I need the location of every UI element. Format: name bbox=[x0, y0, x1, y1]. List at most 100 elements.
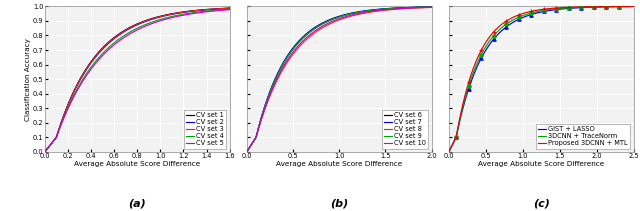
CV set 2 bbox=[125, 28, 132, 30]
Line: CV set 6: CV set 6 bbox=[247, 7, 431, 152]
CV set 7 bbox=[291, 45, 298, 47]
CV set 9 bbox=[291, 46, 298, 49]
CV set 3 bbox=[88, 59, 96, 62]
CV set 7 bbox=[243, 151, 251, 153]
3DCNN + TraceNorm bbox=[554, 7, 561, 10]
CV set 5 bbox=[180, 14, 188, 16]
CV set 5 bbox=[226, 8, 234, 11]
Text: (c): (c) bbox=[532, 199, 550, 208]
CV set 1 bbox=[180, 11, 188, 13]
Proposed 3DCNN + MTL bbox=[445, 151, 452, 153]
Proposed 3DCNN + MTL bbox=[568, 6, 576, 8]
CV set 6 bbox=[382, 8, 390, 10]
CV set 3 bbox=[41, 151, 49, 153]
CV set 9 bbox=[382, 8, 390, 10]
Legend: CV set 6, CV set 7, CV set 8, CV set 9, CV set 10: CV set 6, CV set 7, CV set 8, CV set 9, … bbox=[381, 110, 428, 149]
CV set 5 bbox=[88, 66, 96, 69]
CV set 8 bbox=[428, 6, 435, 9]
X-axis label: Average Absolute Score Difference: Average Absolute Score Difference bbox=[478, 161, 604, 167]
Line: CV set 1: CV set 1 bbox=[45, 8, 230, 152]
3DCNN + TraceNorm bbox=[584, 6, 592, 8]
CV set 9 bbox=[326, 19, 334, 21]
CV set 3 bbox=[164, 14, 172, 16]
CV set 9 bbox=[276, 69, 284, 72]
CV set 6 bbox=[352, 11, 360, 14]
CV set 6 bbox=[428, 6, 435, 8]
X-axis label: Average Absolute Score Difference: Average Absolute Score Difference bbox=[276, 161, 403, 167]
CV set 5 bbox=[125, 34, 132, 36]
CV set 8 bbox=[382, 9, 390, 11]
CV set 10 bbox=[382, 8, 390, 11]
Line: CV set 8: CV set 8 bbox=[247, 7, 431, 152]
CV set 10 bbox=[326, 21, 334, 23]
3DCNN + TraceNorm bbox=[568, 6, 576, 9]
Text: (a): (a) bbox=[129, 199, 146, 208]
CV set 10 bbox=[291, 49, 298, 52]
CV set 4 bbox=[41, 151, 49, 153]
Line: CV set 7: CV set 7 bbox=[247, 7, 431, 152]
CV set 3 bbox=[180, 11, 188, 13]
Legend: CV set 1, CV set 2, CV set 3, CV set 4, CV set 5: CV set 1, CV set 2, CV set 3, CV set 4, … bbox=[184, 110, 227, 149]
Proposed 3DCNN + MTL bbox=[477, 49, 485, 51]
CV set 2 bbox=[88, 60, 96, 62]
CV set 2 bbox=[150, 18, 157, 20]
CV set 10 bbox=[276, 72, 284, 75]
GIST + LASSO bbox=[492, 35, 500, 37]
CV set 7 bbox=[276, 68, 284, 71]
CV set 3 bbox=[125, 27, 132, 30]
GIST + LASSO bbox=[445, 151, 452, 153]
CV set 4 bbox=[226, 8, 234, 10]
CV set 2 bbox=[164, 14, 172, 16]
CV set 1 bbox=[88, 59, 96, 61]
CV set 4 bbox=[74, 87, 81, 90]
Line: CV set 4: CV set 4 bbox=[45, 9, 230, 152]
Line: Proposed 3DCNN + MTL: Proposed 3DCNN + MTL bbox=[449, 6, 634, 152]
3DCNN + TraceNorm bbox=[477, 53, 485, 55]
CV set 5 bbox=[74, 89, 81, 91]
3DCNN + TraceNorm bbox=[529, 11, 536, 14]
CV set 8 bbox=[276, 74, 284, 77]
CV set 4 bbox=[125, 32, 132, 34]
CV set 9 bbox=[243, 151, 251, 153]
CV set 8 bbox=[291, 51, 298, 54]
CV set 3 bbox=[74, 83, 81, 85]
Y-axis label: Classification Accuracy: Classification Accuracy bbox=[26, 38, 31, 120]
GIST + LASSO bbox=[554, 8, 561, 11]
CV set 2 bbox=[226, 7, 234, 9]
CV set 1 bbox=[41, 151, 49, 153]
Line: 3DCNN + TraceNorm: 3DCNN + TraceNorm bbox=[449, 7, 634, 152]
CV set 8 bbox=[326, 22, 334, 25]
CV set 10 bbox=[243, 151, 251, 153]
CV set 8 bbox=[352, 14, 360, 16]
CV set 3 bbox=[226, 7, 234, 9]
CV set 7 bbox=[428, 6, 435, 8]
CV set 1 bbox=[226, 7, 234, 9]
Proposed 3DCNN + MTL bbox=[492, 28, 500, 30]
CV set 5 bbox=[41, 151, 49, 153]
GIST + LASSO bbox=[529, 13, 536, 15]
Line: GIST + LASSO: GIST + LASSO bbox=[449, 7, 634, 152]
Proposed 3DCNN + MTL bbox=[630, 5, 637, 8]
Proposed 3DCNN + MTL bbox=[554, 7, 561, 9]
CV set 10 bbox=[366, 10, 374, 13]
CV set 8 bbox=[243, 151, 251, 153]
X-axis label: Average Absolute Score Difference: Average Absolute Score Difference bbox=[74, 161, 200, 167]
3DCNN + TraceNorm bbox=[445, 151, 452, 153]
CV set 2 bbox=[180, 11, 188, 14]
CV set 9 bbox=[428, 6, 435, 8]
CV set 1 bbox=[125, 27, 132, 30]
Line: CV set 9: CV set 9 bbox=[247, 7, 431, 152]
CV set 5 bbox=[164, 17, 172, 20]
CV set 4 bbox=[180, 13, 188, 15]
CV set 6 bbox=[276, 69, 284, 72]
CV set 8 bbox=[366, 11, 374, 14]
Proposed 3DCNN + MTL bbox=[529, 10, 536, 12]
CV set 4 bbox=[88, 64, 96, 67]
CV set 4 bbox=[164, 16, 172, 19]
CV set 1 bbox=[150, 17, 157, 19]
CV set 7 bbox=[326, 18, 334, 21]
CV set 2 bbox=[74, 84, 81, 86]
3DCNN + TraceNorm bbox=[492, 32, 500, 34]
Text: (b): (b) bbox=[330, 199, 348, 208]
Line: CV set 5: CV set 5 bbox=[45, 10, 230, 152]
